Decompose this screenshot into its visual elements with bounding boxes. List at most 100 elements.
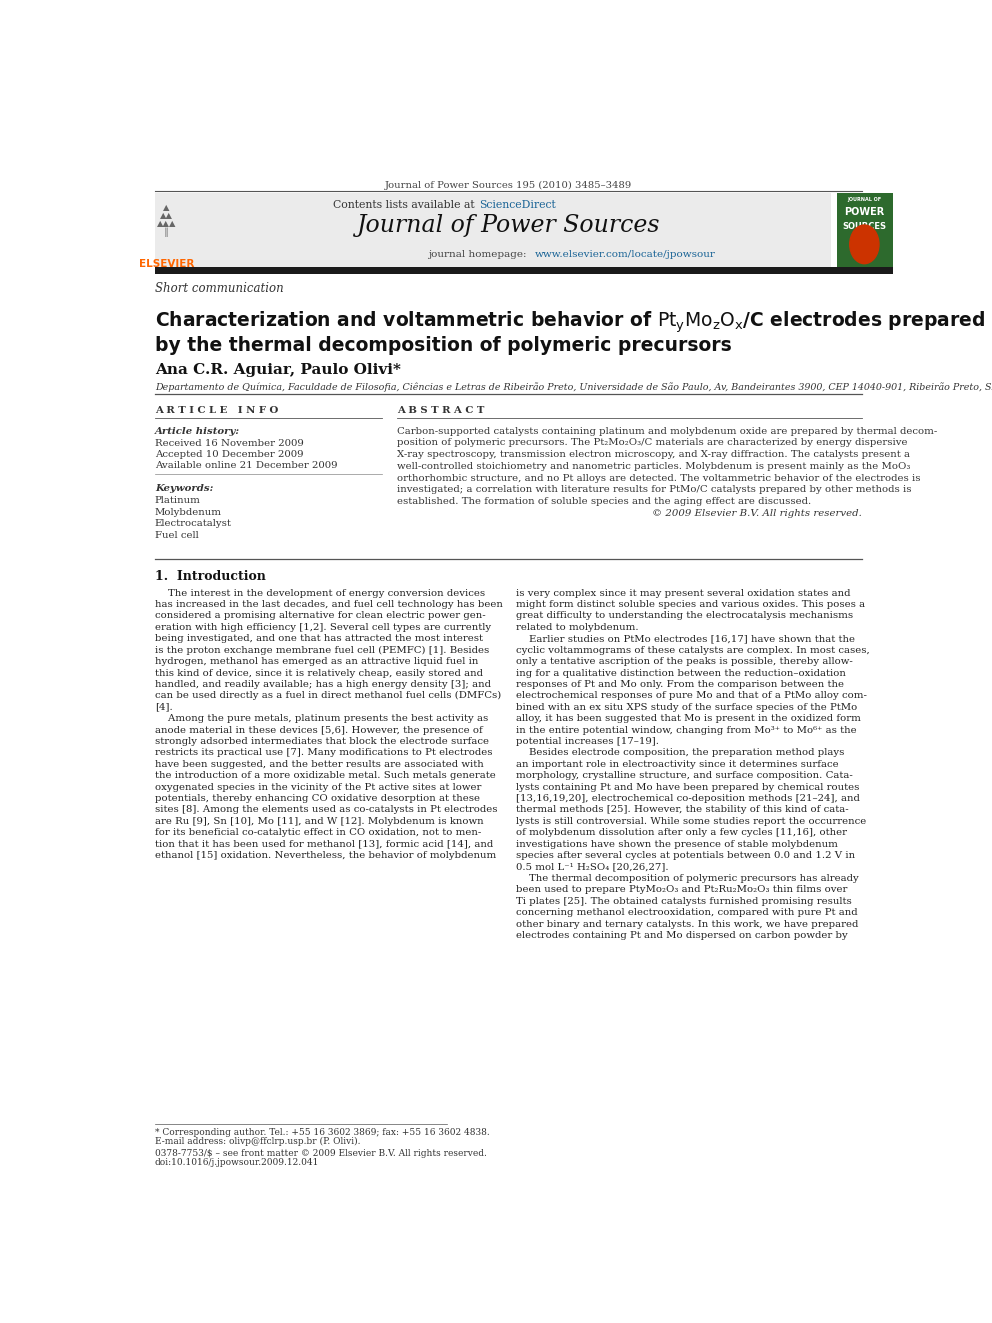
Text: been used to prepare PtyMo₂O₃ and Pt₂Ru₂Mo₂O₃ thin films over: been used to prepare PtyMo₂O₃ and Pt₂Ru₂… <box>516 885 847 894</box>
Text: for its beneficial co-catalytic effect in CO oxidation, not to men-: for its beneficial co-catalytic effect i… <box>155 828 481 837</box>
Text: other binary and ternary catalysts. In this work, we have prepared: other binary and ternary catalysts. In t… <box>516 919 858 929</box>
Text: SOURCES: SOURCES <box>842 222 887 232</box>
Text: 1.  Introduction: 1. Introduction <box>155 570 266 583</box>
Text: of molybdenum dissolution after only a few cycles [11,16], other: of molybdenum dissolution after only a f… <box>516 828 847 837</box>
Text: is very complex since it may present several oxidation states and: is very complex since it may present sev… <box>516 589 850 598</box>
FancyBboxPatch shape <box>155 193 290 267</box>
Text: only a tentative ascription of the peaks is possible, thereby allow-: only a tentative ascription of the peaks… <box>516 658 853 665</box>
Text: [4].: [4]. <box>155 703 173 712</box>
Text: have been suggested, and the better results are associated with: have been suggested, and the better resu… <box>155 759 483 769</box>
Text: potentials, thereby enhancing CO oxidative desorption at these: potentials, thereby enhancing CO oxidati… <box>155 794 480 803</box>
Text: JOURNAL OF: JOURNAL OF <box>847 197 882 202</box>
Text: is the proton exchange membrane fuel cell (PEMFC) [1]. Besides: is the proton exchange membrane fuel cel… <box>155 646 489 655</box>
Text: X-ray spectroscopy, transmission electron microscopy, and X-ray diffraction. The: X-ray spectroscopy, transmission electro… <box>397 450 910 459</box>
Text: ▲
▲▲
▲▲▲
║: ▲ ▲▲ ▲▲▲ ║ <box>157 202 176 237</box>
Text: by the thermal decomposition of polymeric precursors: by the thermal decomposition of polymeri… <box>155 336 731 355</box>
Text: POWER: POWER <box>844 206 885 217</box>
Text: ethanol [15] oxidation. Nevertheless, the behavior of molybdenum: ethanol [15] oxidation. Nevertheless, th… <box>155 851 496 860</box>
Text: Accepted 10 December 2009: Accepted 10 December 2009 <box>155 450 304 459</box>
Text: www.elsevier.com/locate/jpowsour: www.elsevier.com/locate/jpowsour <box>536 250 716 259</box>
Text: are Ru [9], Sn [10], Mo [11], and W [12]. Molybdenum is known: are Ru [9], Sn [10], Mo [11], and W [12]… <box>155 816 483 826</box>
Text: Fuel cell: Fuel cell <box>155 531 198 540</box>
Text: in the entire potential window, changing from Mo³⁺ to Mo⁶⁺ as the: in the entire potential window, changing… <box>516 725 857 734</box>
Text: well-controlled stoichiometry and nanometric particles. Molybdenum is present ma: well-controlled stoichiometry and nanome… <box>397 462 911 471</box>
Text: eration with high efficiency [1,2]. Several cell types are currently: eration with high efficiency [1,2]. Seve… <box>155 623 491 632</box>
Text: related to molybdenum.: related to molybdenum. <box>516 623 639 632</box>
Text: investigations have shown the presence of stable molybdenum: investigations have shown the presence o… <box>516 840 838 848</box>
Text: lysts is still controversial. While some studies report the occurrence: lysts is still controversial. While some… <box>516 816 866 826</box>
Text: cyclic voltammograms of these catalysts are complex. In most cases,: cyclic voltammograms of these catalysts … <box>516 646 870 655</box>
Text: Keywords:: Keywords: <box>155 484 213 492</box>
Text: Earlier studies on PtMo electrodes [16,17] have shown that the: Earlier studies on PtMo electrodes [16,1… <box>516 634 855 643</box>
Text: Ti plates [25]. The obtained catalysts furnished promising results: Ti plates [25]. The obtained catalysts f… <box>516 897 852 906</box>
Text: anode material in these devices [5,6]. However, the presence of: anode material in these devices [5,6]. H… <box>155 725 482 734</box>
Text: A R T I C L E   I N F O: A R T I C L E I N F O <box>155 406 278 415</box>
Text: being investigated, and one that has attracted the most interest: being investigated, and one that has att… <box>155 634 483 643</box>
Circle shape <box>850 225 879 263</box>
Text: Molybdenum: Molybdenum <box>155 508 222 517</box>
Text: this kind of device, since it is relatively cheap, easily stored and: this kind of device, since it is relativ… <box>155 668 483 677</box>
Text: lysts containing Pt and Mo have been prepared by chemical routes: lysts containing Pt and Mo have been pre… <box>516 783 859 791</box>
Text: 0378-7753/$ – see front matter © 2009 Elsevier B.V. All rights reserved.: 0378-7753/$ – see front matter © 2009 El… <box>155 1148 487 1158</box>
Text: electrochemical responses of pure Mo and that of a PtMo alloy com-: electrochemical responses of pure Mo and… <box>516 692 867 700</box>
Text: journal homepage:: journal homepage: <box>428 250 530 259</box>
Text: The interest in the development of energy conversion devices: The interest in the development of energ… <box>155 589 485 598</box>
Text: Among the pure metals, platinum presents the best activity as: Among the pure metals, platinum presents… <box>155 714 488 724</box>
Text: might form distinct soluble species and various oxides. This poses a: might form distinct soluble species and … <box>516 601 865 609</box>
Text: sites [8]. Among the elements used as co-catalysts in Pt electrodes: sites [8]. Among the elements used as co… <box>155 806 497 815</box>
Text: 0.5 mol L⁻¹ H₂SO₄ [20,26,27].: 0.5 mol L⁻¹ H₂SO₄ [20,26,27]. <box>516 863 669 872</box>
Text: A B S T R A C T: A B S T R A C T <box>397 406 484 415</box>
Text: the introduction of a more oxidizable metal. Such metals generate: the introduction of a more oxidizable me… <box>155 771 495 781</box>
Text: morphology, crystalline structure, and surface composition. Cata-: morphology, crystalline structure, and s… <box>516 771 853 781</box>
FancyBboxPatch shape <box>155 193 831 267</box>
Text: considered a promising alternative for clean electric power gen-: considered a promising alternative for c… <box>155 611 485 620</box>
Text: Short communication: Short communication <box>155 282 284 295</box>
Text: established. The formation of soluble species and the aging effect are discussed: established. The formation of soluble sp… <box>397 497 811 505</box>
Text: great difficulty to understanding the electrocatalysis mechanisms: great difficulty to understanding the el… <box>516 611 853 620</box>
Text: handled, and readily available; has a high energy density [3]; and: handled, and readily available; has a hi… <box>155 680 491 689</box>
Text: The thermal decomposition of polymeric precursors has already: The thermal decomposition of polymeric p… <box>516 875 859 882</box>
FancyBboxPatch shape <box>155 267 893 274</box>
Text: [13,16,19,20], electrochemical co-deposition methods [21–24], and: [13,16,19,20], electrochemical co-deposi… <box>516 794 860 803</box>
Text: oxygenated species in the vicinity of the Pt active sites at lower: oxygenated species in the vicinity of th… <box>155 783 481 791</box>
Text: doi:10.1016/j.jpowsour.2009.12.041: doi:10.1016/j.jpowsour.2009.12.041 <box>155 1158 319 1167</box>
Text: Platinum: Platinum <box>155 496 200 505</box>
Text: Journal of Power Sources 195 (2010) 3485–3489: Journal of Power Sources 195 (2010) 3485… <box>385 181 632 191</box>
Text: Characterization and voltammetric behavior of $\mathrm{Pt_yMo_zO_x}$/C electrode: Characterization and voltammetric behavi… <box>155 310 985 335</box>
Text: restricts its practical use [7]. Many modifications to Pt electrodes: restricts its practical use [7]. Many mo… <box>155 749 492 757</box>
Text: Journal of Power Sources: Journal of Power Sources <box>357 214 660 237</box>
Text: concerning methanol electrooxidation, compared with pure Pt and: concerning methanol electrooxidation, co… <box>516 908 858 917</box>
Text: ing for a qualitative distinction between the reduction–oxidation: ing for a qualitative distinction betwee… <box>516 668 846 677</box>
Text: ScienceDirect: ScienceDirect <box>479 200 556 209</box>
Text: © 2009 Elsevier B.V. All rights reserved.: © 2009 Elsevier B.V. All rights reserved… <box>652 508 862 517</box>
Text: orthorhombic structure, and no Pt alloys are detected. The voltammetric behavior: orthorhombic structure, and no Pt alloys… <box>397 474 921 483</box>
Text: an important role in electroactivity since it determines surface: an important role in electroactivity sin… <box>516 759 838 769</box>
Text: hydrogen, methanol has emerged as an attractive liquid fuel in: hydrogen, methanol has emerged as an att… <box>155 658 478 665</box>
Text: bined with an ex situ XPS study of the surface species of the PtMo: bined with an ex situ XPS study of the s… <box>516 703 857 712</box>
Text: species after several cycles at potentials between 0.0 and 1.2 V in: species after several cycles at potentia… <box>516 851 855 860</box>
Text: thermal methods [25]. However, the stability of this kind of cata-: thermal methods [25]. However, the stabi… <box>516 806 849 815</box>
Text: tion that it has been used for methanol [13], formic acid [14], and: tion that it has been used for methanol … <box>155 840 493 848</box>
Text: position of polymeric precursors. The Pt₂Mo₂O₃/C materials are characterized by : position of polymeric precursors. The Pt… <box>397 438 908 447</box>
FancyBboxPatch shape <box>836 193 893 267</box>
Text: electrodes containing Pt and Mo dispersed on carbon powder by: electrodes containing Pt and Mo disperse… <box>516 931 848 939</box>
Text: potential increases [17–19].: potential increases [17–19]. <box>516 737 659 746</box>
Text: E-mail address: olivp@ffclrp.usp.br (P. Olivi).: E-mail address: olivp@ffclrp.usp.br (P. … <box>155 1136 360 1146</box>
Text: Departamento de Química, Faculdade de Filosofia, Ciências e Letras de Ribeirão P: Departamento de Química, Faculdade de Fi… <box>155 382 992 392</box>
Text: Available online 21 December 2009: Available online 21 December 2009 <box>155 462 337 470</box>
Text: Electrocatalyst: Electrocatalyst <box>155 520 231 528</box>
Text: alloy, it has been suggested that Mo is present in the oxidized form: alloy, it has been suggested that Mo is … <box>516 714 861 724</box>
Text: Article history:: Article history: <box>155 427 240 435</box>
Text: strongly adsorbed intermediates that block the electrode surface: strongly adsorbed intermediates that blo… <box>155 737 489 746</box>
Text: responses of Pt and Mo only. From the comparison between the: responses of Pt and Mo only. From the co… <box>516 680 844 689</box>
Text: Contents lists available at: Contents lists available at <box>332 200 478 209</box>
Text: has increased in the last decades, and fuel cell technology has been: has increased in the last decades, and f… <box>155 601 503 609</box>
Text: investigated; a correlation with literature results for PtMo/C catalysts prepare: investigated; a correlation with literat… <box>397 486 912 495</box>
Text: ELSEVIER: ELSEVIER <box>139 258 194 269</box>
Text: Ana C.R. Aguiar, Paulo Olivi*: Ana C.R. Aguiar, Paulo Olivi* <box>155 363 401 377</box>
Text: can be used directly as a fuel in direct methanol fuel cells (DMFCs): can be used directly as a fuel in direct… <box>155 692 501 700</box>
Text: Received 16 November 2009: Received 16 November 2009 <box>155 439 304 448</box>
Text: * Corresponding author. Tel.: +55 16 3602 3869; fax: +55 16 3602 4838.: * Corresponding author. Tel.: +55 16 360… <box>155 1127 489 1136</box>
Text: Besides electrode composition, the preparation method plays: Besides electrode composition, the prepa… <box>516 749 844 757</box>
Text: Carbon-supported catalysts containing platinum and molybdenum oxide are prepared: Carbon-supported catalysts containing pl… <box>397 427 937 435</box>
